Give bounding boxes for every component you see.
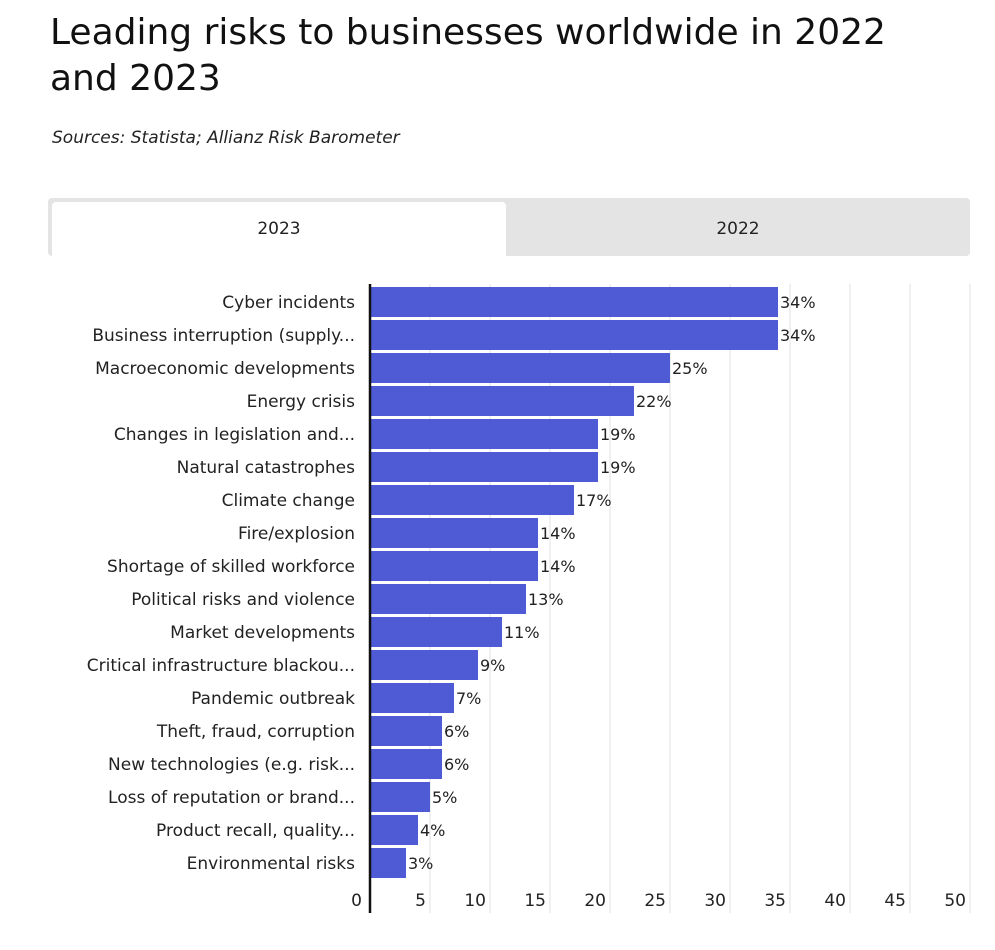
data-label: 34% (780, 326, 816, 345)
bar (370, 320, 778, 350)
data-label: 5% (432, 788, 457, 807)
x-tick-label: 5 (415, 891, 426, 911)
category-label: Natural catastrophes (177, 458, 356, 478)
data-label: 17% (576, 491, 612, 510)
x-tick-label: 50 (944, 891, 966, 911)
bar (370, 617, 502, 647)
data-label: 6% (444, 722, 469, 741)
category-label: Cyber incidents (222, 293, 355, 313)
bar (370, 716, 442, 746)
data-label: 3% (408, 854, 433, 873)
category-label: Changes in legislation and... (114, 425, 355, 445)
bar (370, 353, 670, 383)
bar (370, 287, 778, 317)
category-label: Market developments (170, 623, 355, 643)
bar (370, 749, 442, 779)
data-label: 4% (420, 821, 445, 840)
bar-chart: 0 5 10 15 20 25 30 35 40 45 50 Cyber incidents 34% Bu… (87, 284, 971, 913)
bar (370, 650, 478, 680)
data-label: 19% (600, 458, 636, 477)
bar (370, 782, 430, 812)
bar (370, 419, 598, 449)
data-label: 7% (456, 689, 481, 708)
bar (370, 518, 538, 548)
bar (370, 386, 634, 416)
bar (370, 848, 406, 878)
category-label: Climate change (222, 491, 355, 511)
category-label: Macroeconomic developments (95, 359, 355, 379)
category-label: Loss of reputation or brand... (108, 788, 355, 808)
x-tick-label: 0 (351, 891, 362, 911)
x-tick-label: 20 (584, 891, 606, 911)
year-tab-bar: 2023 2022 (48, 198, 970, 256)
data-label: 34% (780, 293, 816, 312)
chart-source: Sources: Statista; Allianz Risk Baromete… (52, 128, 400, 148)
data-label: 14% (540, 557, 576, 576)
category-label: Environmental risks (187, 854, 356, 874)
data-label: 19% (600, 425, 636, 444)
tab-2022[interactable]: 2022 (716, 219, 760, 239)
category-label: Business interruption (supply... (92, 326, 355, 346)
category-label: Theft, fraud, corruption (156, 722, 355, 742)
category-label: Fire/explosion (238, 524, 355, 544)
bar (370, 683, 454, 713)
bar (370, 584, 526, 614)
category-label: Critical infrastructure blackou... (87, 656, 355, 676)
category-label: Political risks and violence (131, 590, 355, 610)
category-label: Pandemic outbreak (191, 689, 355, 709)
data-label: 11% (504, 623, 540, 642)
x-tick-label: 40 (824, 891, 846, 911)
chart-title: Leading risks to businesses worldwide in… (50, 12, 886, 99)
bar (370, 815, 418, 845)
x-tick-label: 25 (644, 891, 666, 911)
data-label: 25% (672, 359, 708, 378)
x-tick-label: 10 (464, 891, 486, 911)
data-label: 22% (636, 392, 672, 411)
x-tick-label: 35 (764, 891, 786, 911)
data-label: 9% (480, 656, 505, 675)
x-tick-label: 15 (524, 891, 546, 911)
data-label: 6% (444, 755, 469, 774)
data-label: 13% (528, 590, 564, 609)
bar (370, 452, 598, 482)
category-label: Product recall, quality... (156, 821, 355, 841)
bar (370, 485, 574, 515)
category-label: New technologies (e.g. risk... (108, 755, 355, 775)
tab-2023[interactable]: 2023 (52, 202, 506, 256)
x-tick-label: 45 (884, 891, 906, 911)
data-label: 14% (540, 524, 576, 543)
category-label: Energy crisis (247, 392, 356, 412)
category-label: Shortage of skilled workforce (107, 557, 355, 577)
x-tick-label: 30 (704, 891, 726, 911)
bar (370, 551, 538, 581)
